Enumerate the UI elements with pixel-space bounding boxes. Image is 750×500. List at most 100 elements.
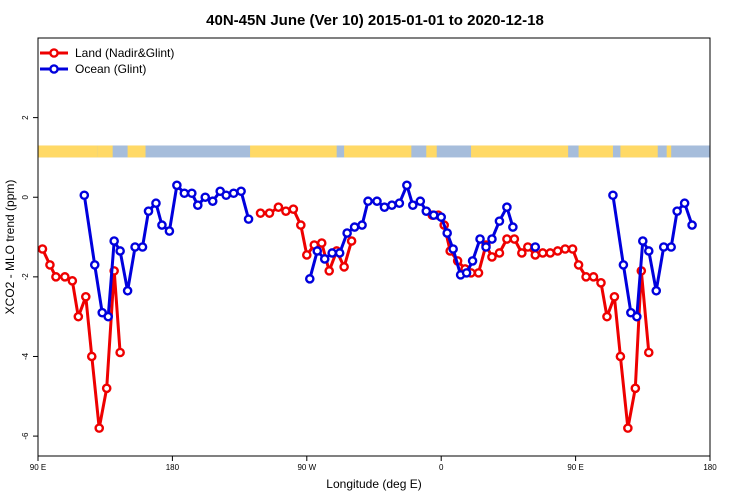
data-point	[609, 291, 620, 302]
data-point	[151, 198, 161, 209]
data-point	[327, 248, 337, 258]
data-point	[436, 212, 447, 222]
x-tick-label: 90 W	[297, 463, 316, 472]
land-segment	[127, 145, 146, 158]
data-point	[408, 200, 418, 210]
data-point	[643, 246, 654, 256]
chart-title: 40N-45N June (Ver 10) 2015-01-01 to 2020…	[206, 12, 544, 29]
data-point	[334, 248, 345, 258]
data-point	[316, 238, 327, 248]
land-segment	[344, 145, 412, 158]
data-point	[319, 254, 330, 264]
data-point	[207, 196, 218, 207]
land-segment	[250, 145, 337, 158]
data-point	[687, 220, 697, 230]
data-point	[632, 311, 642, 322]
data-point	[288, 204, 299, 214]
data-point	[545, 248, 556, 258]
data-point	[86, 351, 97, 362]
data-point	[37, 244, 48, 254]
x-tick-label: 180	[703, 463, 717, 472]
data-point	[573, 260, 584, 270]
land-segment	[666, 145, 672, 158]
series-line	[82, 183, 251, 319]
plot-frame	[37, 37, 711, 457]
data-point	[615, 351, 626, 362]
data-point	[530, 250, 541, 260]
data-point	[164, 226, 175, 236]
data-point	[581, 272, 591, 282]
data-point	[236, 186, 246, 197]
data-point	[301, 250, 312, 260]
data-point	[255, 208, 266, 218]
data-point	[508, 222, 518, 232]
data-point	[80, 291, 91, 302]
land-ocean-band	[38, 145, 710, 158]
data-point	[296, 220, 306, 230]
series-ocean	[79, 180, 697, 322]
data-point	[588, 272, 599, 282]
data-point	[502, 234, 512, 244]
data-point	[394, 198, 405, 209]
data-point	[567, 244, 578, 254]
legend-label: Ocean (Glint)	[75, 62, 146, 76]
y-tick-label: -2	[21, 273, 30, 281]
data-point	[658, 242, 669, 252]
legend-item: Ocean (Glint)	[40, 62, 146, 76]
data-point	[517, 248, 527, 258]
legend-item: Land (Nadir&Glint)	[40, 46, 174, 60]
data-point	[357, 220, 367, 230]
data-point	[666, 242, 676, 252]
data-point	[342, 228, 352, 238]
data-point	[473, 268, 484, 278]
data-point	[187, 188, 197, 199]
data-point	[428, 210, 439, 220]
x-tick-label: 90 E	[30, 463, 46, 472]
data-point	[79, 190, 90, 201]
data-point	[103, 311, 113, 322]
data-point	[442, 228, 452, 238]
data-point	[137, 242, 148, 252]
data-point	[502, 202, 512, 212]
x-axis: 90 E 180 90 W 0 90 E 180	[30, 456, 717, 472]
data-point	[228, 188, 239, 199]
data-point	[596, 278, 606, 288]
data-point	[192, 200, 203, 210]
data-point	[448, 244, 458, 254]
data-point	[363, 196, 373, 207]
data-point	[346, 236, 357, 246]
data-point	[421, 206, 432, 216]
data-point	[109, 236, 119, 246]
data-point	[221, 190, 231, 201]
legend-swatch-marker	[49, 48, 59, 58]
data-point	[115, 347, 125, 358]
data-point	[494, 216, 505, 226]
data-point	[372, 196, 382, 207]
data-point	[172, 180, 182, 191]
data-point	[45, 260, 55, 270]
y-axis: -6 -4 -2 0 2	[21, 115, 38, 440]
data-point	[143, 206, 154, 216]
y-axis-label: XCO2 - MLO trend (ppm)	[3, 180, 17, 315]
y-tick-label: 2	[21, 115, 30, 120]
y-tick-label: -4	[21, 352, 30, 360]
y-tick-label: -6	[21, 432, 30, 440]
legend: Land (Nadir&Glint) Ocean (Glint)	[40, 46, 174, 76]
data-point	[304, 274, 315, 284]
data-point	[89, 260, 100, 270]
x-tick-label: 90 E	[567, 463, 583, 472]
data-point	[530, 242, 541, 252]
data-point	[387, 200, 397, 210]
land-segment	[97, 145, 113, 158]
data-point	[243, 214, 254, 224]
data-point	[560, 244, 570, 254]
data-point	[94, 423, 105, 433]
land-segment	[578, 145, 613, 158]
data-point	[608, 190, 618, 201]
data-point	[200, 192, 211, 203]
data-point	[179, 188, 190, 199]
series-layer	[37, 180, 697, 433]
data-point	[281, 206, 291, 216]
data-point	[602, 311, 612, 322]
data-point	[643, 347, 654, 358]
